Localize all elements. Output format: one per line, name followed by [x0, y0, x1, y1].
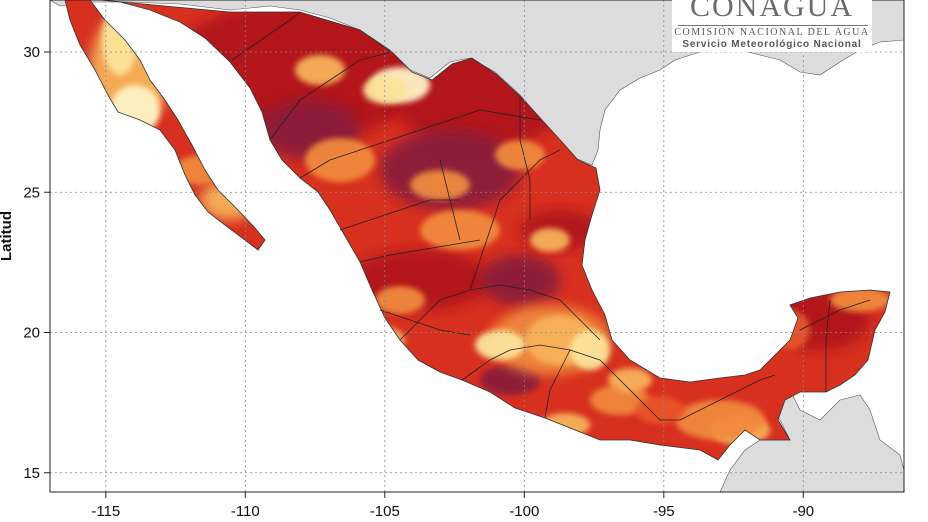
state-border: [569, 349, 641, 401]
conagua-logo: CONAGUA COMISIÓN NACIONAL DEL AGUA Servi…: [672, 0, 872, 52]
y-axis-title: Latitud: [0, 211, 15, 261]
x-tick-label: -105: [370, 503, 400, 520]
usa-landmass: [50, 0, 721, 166]
mexico-outline: [64, 0, 891, 461]
latitude-axis: 15 20 25 30: [23, 44, 50, 482]
heat-blob: [375, 286, 425, 314]
heat-blob: [410, 170, 470, 200]
state-border: [399, 284, 531, 341]
heat-blob: [675, 400, 765, 440]
state-border: [359, 239, 481, 263]
state-border: [339, 199, 460, 231]
state-border: [719, 374, 776, 401]
x-tick-label: -90: [792, 503, 814, 520]
plot-frame: [49, 0, 905, 493]
heat-blob: [530, 228, 570, 252]
state-border: [529, 289, 601, 341]
state-borders: [231, 11, 871, 421]
y-tick-label: 30: [23, 44, 40, 61]
state-border: [825, 299, 831, 392]
heat-blob: [475, 330, 525, 360]
state-border: [299, 129, 421, 179]
lat-lon-grid: [50, 0, 904, 492]
y-tick-label: 20: [23, 325, 40, 342]
heat-blob: [590, 385, 650, 415]
state-border: [461, 344, 571, 381]
heat-blob: [635, 396, 685, 424]
x-tick-label: -110: [231, 503, 260, 520]
state-border: [799, 299, 871, 331]
state-border: [469, 199, 501, 291]
state-border: [269, 51, 393, 141]
y-tick-label: 15: [23, 465, 40, 482]
x-tick-label: -115: [91, 503, 120, 520]
state-border: [439, 159, 461, 241]
state-border: [639, 399, 721, 421]
logo-divider: [678, 25, 868, 26]
heat-blob: [420, 210, 500, 250]
longitude-axis: -115 -110 -105 -100 -95 -90: [91, 492, 814, 520]
x-tick-label: -100: [509, 503, 539, 520]
heat-blob: [830, 288, 890, 312]
heat-blob: [305, 138, 375, 182]
heat-blob: [480, 365, 540, 395]
state-border: [499, 149, 561, 201]
y-tick-label: 25: [23, 184, 40, 201]
heat-blob: [608, 368, 652, 392]
logo-title: CONAGUA: [690, 0, 854, 23]
state-border: [519, 96, 531, 220]
heat-blob: [495, 140, 545, 170]
logo-service: Servicio Meteorológico Nacional: [682, 39, 862, 50]
logo-subtitle: COMISIÓN NACIONAL DEL AGUA: [674, 27, 870, 38]
x-tick-label: -95: [653, 503, 675, 520]
heat-blob: [480, 255, 560, 305]
state-border: [231, 11, 301, 61]
heat-blob: [295, 55, 345, 85]
state-border: [544, 349, 571, 419]
